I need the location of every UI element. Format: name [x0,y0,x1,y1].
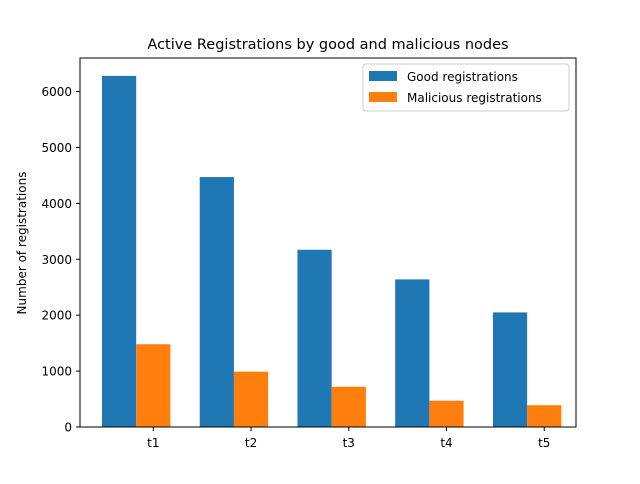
bar-malicious-t2 [233,371,269,427]
axes-frame [79,57,577,428]
bar-malicious-t1 [136,344,171,427]
chart-title: Active Registrations by good and malicio… [147,37,508,53]
x-tick-label-t5: t5 [538,436,550,450]
bar-good-t3 [297,249,332,427]
y-tick-label-3000: 3000 [41,253,72,267]
bar-good-t1 [101,75,137,428]
bar-good-t5 [492,312,528,427]
y-tick-label-1000: 1000 [41,365,72,379]
bar-malicious-t3 [331,386,366,427]
plot-area: 0 1000 2000 3000 4000 5000 6000 t1 t2 t3 t4 t5 [41,57,577,450]
y-axis-label: Number of registrations [15,172,29,315]
y-tick-label-0: 0 [64,421,72,435]
x-tick-label-t4: t4 [440,436,452,450]
legend-box [362,63,570,112]
legend-label-good: Good registrations [407,70,518,84]
x-tick-label-t1: t1 [147,436,159,450]
legend-swatch-good [369,71,397,81]
x-tick-label-t3: t3 [343,436,355,450]
y-tick-label-4000: 4000 [41,197,72,211]
bar-good-t2 [199,177,234,427]
bar-malicious-t5 [527,405,562,427]
legend-label-malicious: Malicious registrations [407,91,542,105]
y-tick-label-5000: 5000 [41,141,72,155]
y-tick-label-2000: 2000 [41,309,72,323]
bar-good-t4 [395,279,430,427]
bar-malicious-t4 [429,400,464,427]
legend-swatch-malicious [369,92,397,102]
y-tick-label-6000: 6000 [41,85,72,99]
legend: Good registrations Malicious registration… [362,63,570,112]
x-tick-label-t2: t2 [245,436,257,450]
